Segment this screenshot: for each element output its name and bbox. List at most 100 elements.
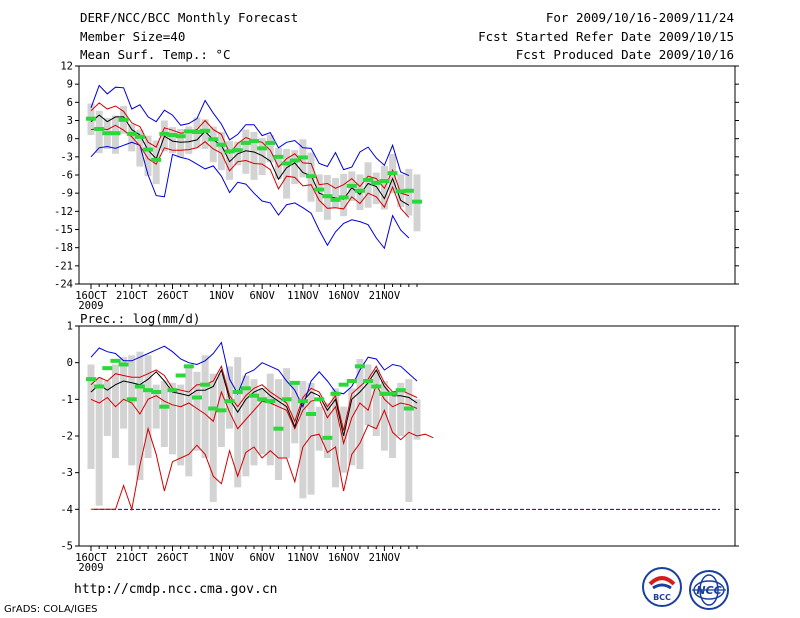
grads-credit: GrADS: COLA/IGES <box>4 604 98 615</box>
spread-box <box>258 388 266 455</box>
chart-title: DERF/NCC/BCC Monthly Forecast <box>80 10 299 25</box>
spread-box <box>258 138 266 175</box>
x-tick-label: 16NOV <box>328 552 360 564</box>
x-tick-label: 6NOV <box>250 552 276 564</box>
spread-box <box>160 381 168 447</box>
median-marker <box>191 130 202 135</box>
series-pct_hi-line <box>90 364 418 431</box>
spread-box <box>250 132 258 180</box>
median-marker <box>273 154 284 159</box>
spread-box <box>356 359 364 469</box>
median-marker <box>224 399 235 404</box>
x-tick-label: 26OCT <box>157 290 189 302</box>
y-tick-label: -24 <box>54 279 73 291</box>
median-marker <box>322 194 333 199</box>
y-tick-label: -5 <box>60 541 73 553</box>
median-marker <box>273 426 284 431</box>
x-tick-label: 1NOV <box>209 290 235 302</box>
median-marker <box>110 358 121 363</box>
median-marker <box>281 161 292 166</box>
median-marker <box>159 404 170 409</box>
x-tick-label: 21NOV <box>369 290 401 302</box>
spread-box <box>380 381 388 451</box>
median-marker <box>126 131 137 136</box>
spread-box <box>364 364 372 425</box>
y-tick-label: 6 <box>67 97 73 109</box>
median-marker <box>191 395 202 400</box>
spread-box <box>266 135 274 163</box>
spread-box <box>136 351 144 480</box>
x-tick-label: 21NOV <box>369 552 401 564</box>
median-marker <box>143 147 154 152</box>
median-marker <box>232 390 243 394</box>
x-tick-label: 6NOV <box>250 290 276 302</box>
x-tick-label: 1NOV <box>209 552 235 564</box>
median-marker <box>232 148 243 153</box>
y-tick-label: -21 <box>54 260 73 272</box>
y-tick-label: 0 <box>67 133 73 145</box>
spread-box <box>152 384 160 429</box>
series-max-line <box>90 141 410 250</box>
x-tick-label: 26OCT <box>157 552 189 564</box>
spread-box <box>332 388 339 488</box>
spread-box <box>185 126 193 154</box>
median-marker <box>387 391 398 396</box>
median-marker <box>151 390 162 394</box>
spread-box <box>323 403 331 458</box>
median-marker <box>330 197 341 202</box>
median-marker <box>289 158 300 163</box>
x-tick-label: 21OCT <box>116 552 148 564</box>
spread-box <box>226 141 234 180</box>
median-marker <box>94 126 105 131</box>
median-marker <box>379 179 390 184</box>
y-tick-label: -6 <box>60 170 73 182</box>
spread-box <box>185 364 193 477</box>
source-url[interactable]: http://cmdp.ncc.cma.gov.cn <box>74 582 278 597</box>
median-marker <box>354 188 365 193</box>
spread-box <box>242 375 250 477</box>
median-marker <box>126 397 137 402</box>
median-marker <box>346 379 357 383</box>
spread-box <box>95 377 103 506</box>
median-marker <box>330 391 341 396</box>
variable-label: Mean Surf. Temp.: °C <box>80 47 231 62</box>
series-p10-line <box>91 408 434 512</box>
median-marker <box>354 364 365 369</box>
median-marker <box>297 155 308 160</box>
bcc-logo: BCC <box>642 567 682 607</box>
median-marker <box>249 139 259 144</box>
spread-box <box>291 381 299 444</box>
median-marker <box>297 399 308 404</box>
median-marker <box>265 140 276 145</box>
fcst-started-date: Fcst Started Refer Date 2009/10/15 <box>478 29 734 44</box>
median-marker <box>403 406 414 411</box>
median-marker <box>281 397 292 402</box>
median-marker <box>94 384 105 389</box>
median-marker <box>159 131 170 136</box>
median-marker <box>208 406 219 411</box>
median-marker <box>257 146 268 151</box>
x-tick-label: 16OCT <box>75 552 107 564</box>
spread-box <box>120 357 128 429</box>
spread-box <box>266 373 274 466</box>
series-mean-line <box>90 368 418 437</box>
series-pct_lo-line <box>90 383 418 446</box>
series-top-line <box>90 84 410 177</box>
median-marker <box>224 149 235 154</box>
spread-box <box>242 129 250 174</box>
median-marker <box>86 377 96 382</box>
median-marker <box>200 382 211 387</box>
spread-box <box>152 140 160 185</box>
spread-box <box>283 368 291 458</box>
median-marker <box>102 366 113 371</box>
spread-box <box>103 381 111 436</box>
spread-box <box>340 406 348 473</box>
median-marker <box>216 142 227 147</box>
spread-box <box>169 382 176 455</box>
spread-box <box>128 124 136 152</box>
spread-box <box>201 355 209 458</box>
y-tick-label: 1 <box>67 321 73 333</box>
y-tick-label: -12 <box>54 206 73 218</box>
median-marker <box>395 388 406 393</box>
